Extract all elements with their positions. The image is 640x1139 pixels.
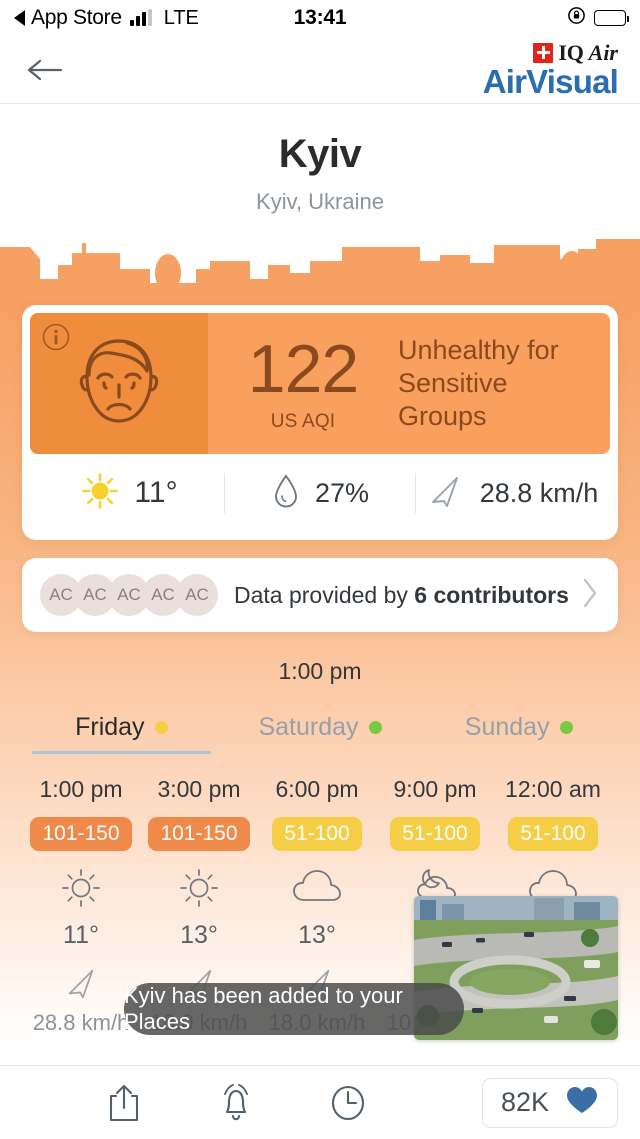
favorite-count: 82K: [500, 1087, 549, 1117]
tab-saturday[interactable]: Saturday: [221, 713, 420, 754]
aqi-face-panel: [30, 313, 208, 454]
chevron-right-icon[interactable]: [580, 576, 600, 615]
droplet-icon: [271, 472, 301, 515]
contributors-count: 6 contributors: [414, 581, 569, 608]
swiss-cross-icon: [533, 42, 554, 63]
forecast-time: 6:00 pm: [275, 776, 359, 802]
logo-air-text: Air: [588, 39, 618, 65]
aqi-range-badge: 101-150: [30, 817, 132, 851]
aqi-unit-label: US AQI: [270, 410, 336, 432]
status-bar-left[interactable]: App Store LTE: [14, 6, 199, 30]
hero-section: Kyiv Kyiv, Ukraine: [0, 104, 640, 311]
aqi-value-block: 122 US AQI: [208, 335, 398, 433]
tab-sunday[interactable]: Sunday: [419, 713, 618, 754]
wind-arrow-icon: [424, 472, 466, 515]
city-subtitle: Kyiv, Ukraine: [256, 189, 384, 214]
bell-icon[interactable]: [180, 1082, 292, 1124]
signal-strength-icon: [129, 9, 152, 26]
aqi-summary: 122 US AQI Unhealthy for Sensitive Group…: [30, 313, 610, 454]
favorite-button[interactable]: 82K: [481, 1077, 618, 1128]
back-button[interactable]: [22, 47, 68, 93]
sun-icon: [140, 857, 258, 919]
humidity-item: 27%: [225, 472, 415, 515]
skyline-illustration: [0, 239, 640, 311]
forecast-temp: 13°: [298, 921, 336, 949]
aqi-range-badge: 51-100: [508, 817, 598, 851]
aqi-readout: 122 US AQI Unhealthy for Sensitive Group…: [208, 313, 610, 454]
forecast-time: 1:00 pm: [39, 776, 123, 802]
contributors-prefix: Data provided by: [234, 581, 415, 608]
bottom-toolbar: 82K: [0, 1065, 640, 1139]
wind-item: 28.8 km/h: [416, 472, 606, 515]
battery-icon: [594, 10, 630, 26]
humidity-value: 27%: [314, 477, 370, 508]
info-icon[interactable]: [41, 322, 71, 357]
day-tabs: Friday Saturday Sunday: [22, 691, 618, 754]
forecast-temp: 13°: [180, 921, 218, 949]
aqi-dot-icon: [559, 721, 573, 734]
temperature-item: 11°: [34, 471, 224, 516]
contributor-avatars: AC AC AC AC AC: [40, 574, 218, 616]
temperature-value: 11°: [134, 476, 178, 509]
toast-message: Kyiv has been added to your Places: [124, 983, 403, 1034]
status-bar-right: [567, 6, 630, 31]
status-bar: App Store LTE 13:41: [0, 0, 640, 36]
forecast-time: 3:00 pm: [157, 776, 241, 802]
aqi-range-badge: 51-100: [272, 817, 362, 851]
avatar: AC: [176, 574, 218, 616]
forecast-wind: 28.8 km/h: [32, 1010, 130, 1035]
back-to-app-icon[interactable]: [14, 10, 25, 26]
page-title: Kyiv: [278, 132, 362, 176]
aqi-dot-icon: [154, 721, 168, 734]
logo-brand-text: AirVisual: [482, 62, 619, 100]
divider: [415, 473, 416, 513]
cloud-icon: [494, 857, 612, 919]
share-icon[interactable]: [68, 1082, 180, 1124]
current-time-label: 1:00 pm: [278, 658, 362, 684]
contributors-label: Data provided by 6 contributors: [234, 582, 569, 609]
iqair-logo: IQ Air: [533, 39, 618, 65]
tab-label: Sunday: [464, 713, 550, 741]
heart-icon[interactable]: [565, 1085, 599, 1120]
weather-summary-row: 11° 27%: [30, 454, 610, 532]
forecast-hour[interactable]: 1:00 pm 101-150 11° 28.: [22, 776, 140, 1036]
logo-iq-text: IQ: [558, 39, 584, 65]
city-header: Kyiv Kyiv, Ukraine: [0, 104, 640, 221]
aqi-value: 122: [247, 330, 359, 407]
forecast-time: 3:: [612, 776, 640, 803]
clock-label: 13:41: [293, 6, 347, 29]
wind-arrow-icon: [22, 956, 140, 1010]
tab-label: Saturday: [258, 713, 359, 741]
tab-friday[interactable]: Friday: [22, 713, 221, 754]
network-type-label: LTE: [163, 6, 199, 29]
rotation-lock-icon: [567, 6, 586, 31]
forecast-time: 9:00 pm: [393, 776, 477, 802]
aqi-card[interactable]: 122 US AQI Unhealthy for Sensitive Group…: [22, 305, 618, 540]
back-app-label: App Store: [31, 6, 122, 29]
tab-label: Friday: [75, 713, 145, 741]
aqi-range-badge: 101-150: [148, 817, 250, 851]
aqi-range-badge: 51-100: [390, 817, 480, 851]
iqair-airvisual-logo: IQ Air AirVisual: [482, 39, 619, 100]
clock-icon[interactable]: [292, 1082, 404, 1124]
contributors-row[interactable]: AC AC AC AC AC Data provided by 6 contri…: [22, 558, 618, 632]
aqi-status-label: Unhealthy for Sensitive Groups: [398, 335, 559, 431]
wind-value: 28.8 km/h: [479, 477, 599, 508]
forecast-time: 12:00 am: [505, 776, 601, 802]
aqi-dot-icon: [368, 721, 382, 734]
app-header: IQ Air AirVisual: [0, 36, 640, 104]
sun-icon: [22, 857, 140, 919]
divider: [224, 473, 225, 513]
toast-notification: Kyiv has been added to your Places: [124, 983, 464, 1035]
forecast-temp: 11°: [63, 921, 99, 949]
cloud-icon: [258, 857, 376, 919]
sad-face-icon: [63, 325, 175, 442]
sun-icon: [80, 471, 120, 516]
